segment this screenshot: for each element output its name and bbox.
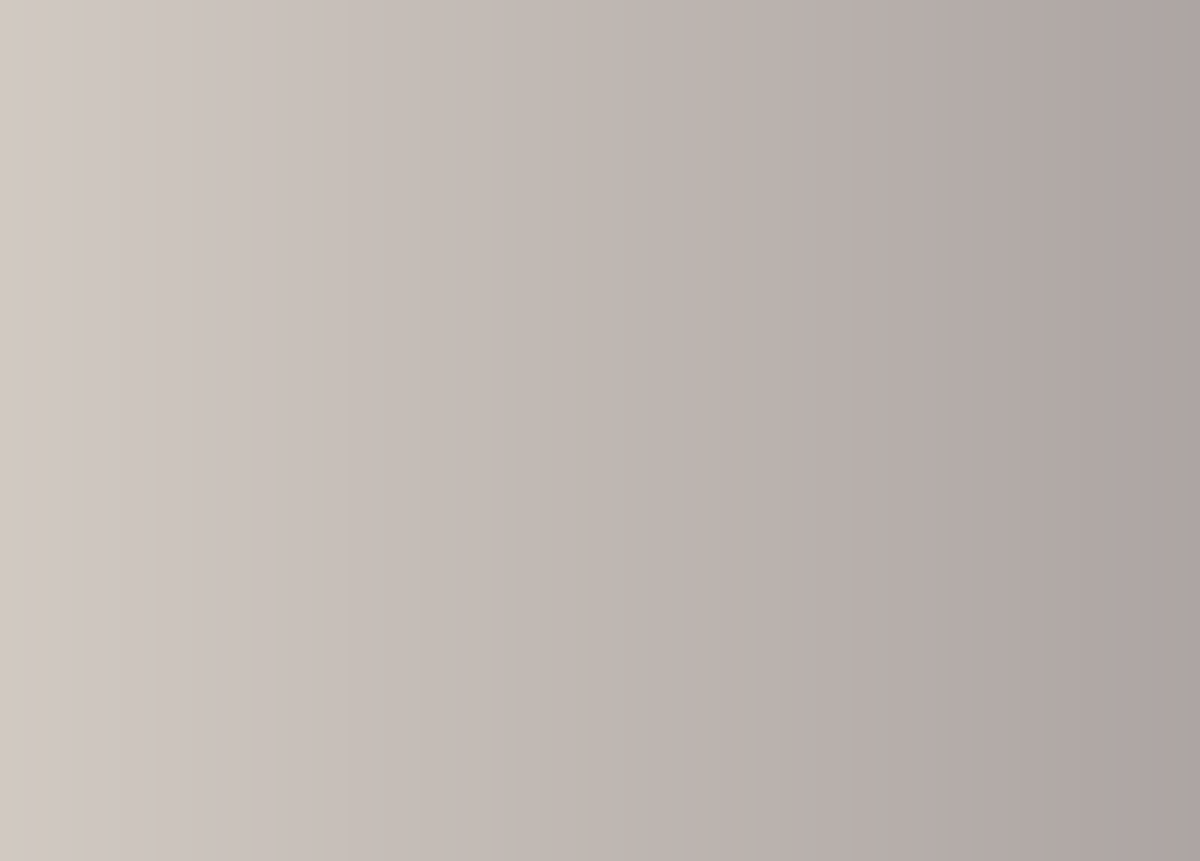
FancyBboxPatch shape	[28, 52, 1138, 814]
Text: Next ▶: Next ▶	[1056, 819, 1122, 838]
Text: $\theta = \dfrac{\pi}{6}$  or  $-\dfrac{7\pi}{6}$: $\theta = \dfrac{\pi}{6}$ or $-\dfrac{7\…	[138, 258, 392, 327]
Text: What are the solutions for the trigonometric equation:: What are the solutions for the trigonome…	[66, 80, 972, 113]
Text: $\theta = \dfrac{\pi}{3}$  or  $\dfrac{5\pi}{3}$: $\theta = \dfrac{\pi}{3}$ or $\dfrac{5\p…	[138, 370, 362, 439]
Text: $\theta = \dfrac{\pi}{6}$: $\theta = \dfrac{\pi}{6}$	[138, 486, 229, 548]
Text: $2\sin\theta = 1$ where $0 \leq \theta \leq 2\pi$?: $2\sin\theta = 1$ where $0 \leq \theta \…	[66, 139, 530, 171]
Text: $\theta = \dfrac{\pi}{6},$  or  $\dfrac{5\pi}{6}$: $\theta = \dfrac{\pi}{6},$ or $\dfrac{5\…	[138, 611, 380, 680]
